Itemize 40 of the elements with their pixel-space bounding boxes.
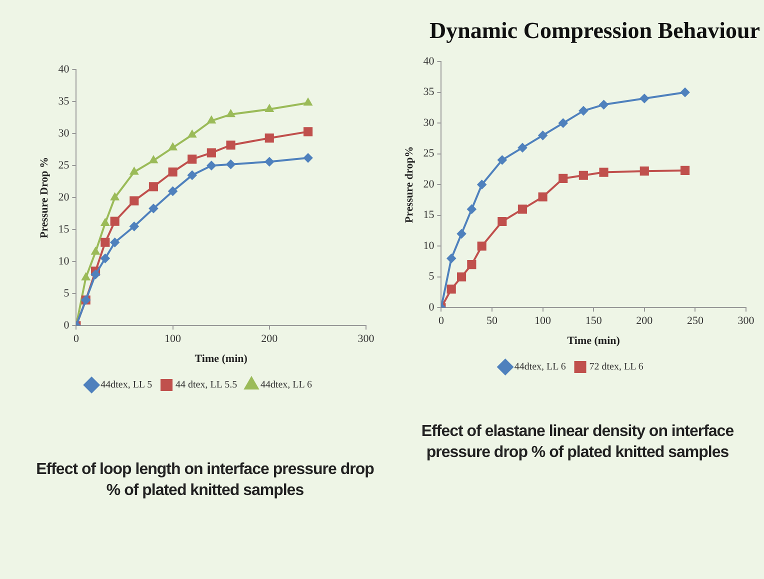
y-tick-label: 15 xyxy=(423,209,435,222)
y-tick-label: 15 xyxy=(58,223,70,236)
x-tick-label: 150 xyxy=(585,315,602,328)
legend-label: 44dtex, LL 6 xyxy=(260,380,312,391)
y-tick-label: 0 xyxy=(428,301,435,314)
y-tick-label: 20 xyxy=(423,178,435,190)
y-tick-label: 5 xyxy=(428,270,435,283)
x-tick-label: 300 xyxy=(358,333,375,346)
y-tick-label: 25 xyxy=(423,148,435,160)
text: Effect of elastane linear density on interface pressure drop % of plated knitted samples xyxy=(420,422,735,463)
x-tick-label: 200 xyxy=(636,315,654,328)
x-tick-label: 0 xyxy=(438,315,444,328)
legend-label: 72 dtex, LL 6 xyxy=(589,362,644,373)
y-tick-label: 10 xyxy=(58,255,70,268)
y-tick-label: 25 xyxy=(58,159,70,172)
x-tick-label: 100 xyxy=(534,315,552,328)
legend-label: 44 dtex, LL 5.5 xyxy=(176,380,238,391)
legend-label: 44dtex, LL 6 xyxy=(514,362,566,373)
legend-label: 44dtex, LL 5 xyxy=(100,380,152,391)
y-tick-label: 30 xyxy=(423,116,435,129)
y-axis-title: Pressure Drop % xyxy=(38,156,50,238)
y-tick-label: 30 xyxy=(58,127,70,140)
y-tick-label: 20 xyxy=(58,191,70,204)
y-tick-label: 35 xyxy=(58,95,70,108)
y-tick-label: 35 xyxy=(423,86,435,98)
y-tick-label: 40 xyxy=(423,55,435,68)
y-axis-title: Pressure drop% xyxy=(403,146,416,223)
y-tick-label: 5 xyxy=(64,287,70,300)
x-tick-label: 300 xyxy=(738,315,755,328)
y-tick-label: 40 xyxy=(58,63,70,76)
x-tick-label: 0 xyxy=(73,333,80,346)
x-axis-title: Time (min) xyxy=(194,353,248,366)
x-tick-label: 250 xyxy=(686,315,704,328)
x-axis-title: Time (min) xyxy=(567,335,620,348)
x-tick-label: 200 xyxy=(261,333,278,346)
text: Effect of loop length on interface pressure drop % of plated knitted samples xyxy=(35,460,375,501)
x-tick-label: 100 xyxy=(164,333,182,346)
y-tick-label: 10 xyxy=(423,240,435,252)
x-tick-label: 50 xyxy=(486,315,498,328)
chart-title: Dynamic Compression Behaviour xyxy=(428,18,760,45)
